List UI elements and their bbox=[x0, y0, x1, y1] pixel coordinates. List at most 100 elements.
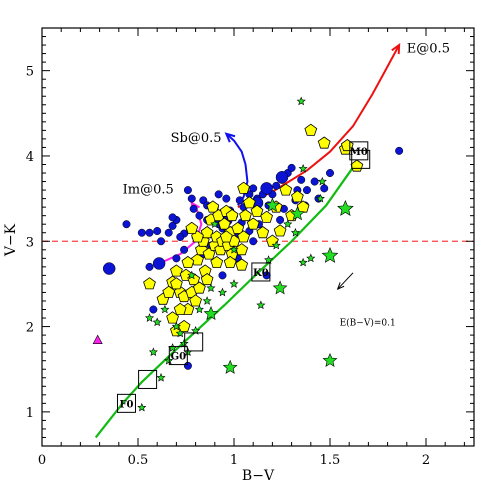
y-tick-label: 2 bbox=[26, 321, 34, 336]
track-label-2: Im@0.5 bbox=[123, 182, 174, 197]
blue-circle-point bbox=[195, 211, 204, 220]
yellow-pentagon-point bbox=[246, 217, 260, 230]
yellow-pentagon-point bbox=[170, 264, 183, 277]
spectral-type-box bbox=[351, 149, 371, 169]
green-star-point bbox=[256, 300, 266, 310]
blue-circle-point bbox=[276, 215, 285, 224]
green-star-point bbox=[156, 373, 166, 382]
track-line-1 bbox=[225, 133, 249, 206]
y-tick-label: 5 bbox=[26, 65, 34, 80]
yellow-pentagon-point bbox=[219, 230, 233, 243]
green-star-point bbox=[283, 219, 293, 229]
green-star-point bbox=[144, 313, 155, 322]
yellow-pentagon-point bbox=[250, 204, 264, 217]
blue-circle-point bbox=[183, 361, 192, 370]
spectral-type-box bbox=[138, 369, 158, 389]
spectral-type-label: F0 bbox=[119, 399, 133, 410]
main-sequence-layer bbox=[94, 161, 358, 439]
green-star-point bbox=[289, 206, 305, 221]
y-tick-label: 4 bbox=[26, 150, 34, 165]
yellow-pentagon-point bbox=[185, 221, 199, 234]
green-star-point bbox=[298, 257, 308, 267]
green-star-point bbox=[306, 253, 316, 263]
green-star-point bbox=[296, 96, 306, 106]
green-star-point bbox=[175, 328, 185, 338]
blue-large-circle-point bbox=[275, 171, 289, 184]
track-line-0 bbox=[237, 44, 400, 209]
blue-circle-point bbox=[122, 220, 131, 229]
green-star-point bbox=[264, 255, 274, 264]
yellow-pentagon-point bbox=[279, 183, 293, 196]
blue-circle-point bbox=[249, 184, 258, 193]
yellow-pentagon-point bbox=[200, 273, 214, 286]
x-tick-label: 0 bbox=[38, 453, 46, 468]
blue-circle-point bbox=[302, 186, 311, 195]
points-layer bbox=[92, 96, 404, 412]
green-star-point bbox=[210, 219, 220, 229]
blue-circle-point bbox=[137, 228, 146, 237]
green-star-point bbox=[222, 359, 238, 374]
blue-circle-point bbox=[287, 163, 296, 172]
green-star-point bbox=[203, 306, 219, 321]
blue-large-circle-point bbox=[260, 182, 273, 195]
yellow-pentagon-point bbox=[237, 230, 250, 243]
reddening-vector-line bbox=[337, 272, 354, 290]
yellow-pentagon-point bbox=[304, 123, 318, 136]
blue-circle-point bbox=[180, 245, 189, 254]
blue-circle-point bbox=[187, 194, 196, 203]
spectral-type-label: G0 bbox=[171, 352, 187, 363]
track-label-0: E@0.5 bbox=[407, 42, 450, 57]
blue-circle-point bbox=[297, 175, 306, 184]
green-star-point bbox=[217, 287, 228, 297]
blue-circle-point bbox=[235, 196, 244, 205]
yellow-pentagon-point bbox=[200, 226, 214, 239]
green-star-point bbox=[322, 352, 338, 368]
y-tick-label: 1 bbox=[26, 406, 34, 421]
yellow-pentagon-point bbox=[243, 196, 256, 209]
blue-circle-point bbox=[168, 221, 177, 230]
magenta-triangle-point bbox=[92, 334, 103, 345]
yellow-pentagon-point bbox=[166, 311, 179, 324]
yellow-pentagon-point bbox=[273, 224, 287, 237]
yellow-pentagon-point bbox=[177, 319, 191, 333]
yellow-pentagon-point bbox=[231, 221, 245, 234]
yellow-pentagon-point bbox=[237, 181, 250, 194]
yellow-pentagon-point bbox=[239, 209, 252, 222]
yellow-pentagon-point bbox=[260, 210, 273, 223]
green-star-point bbox=[264, 197, 280, 212]
blue-circle-point bbox=[145, 262, 154, 271]
blue-circle-point bbox=[168, 213, 177, 222]
x-axis-label: B−V bbox=[242, 468, 275, 484]
yellow-pentagon-point bbox=[189, 294, 202, 307]
green-star-point bbox=[171, 321, 181, 331]
blue-circle-point bbox=[222, 194, 231, 203]
x-tick-label: 0.5 bbox=[128, 453, 149, 468]
track-arrowhead-0 bbox=[391, 43, 401, 55]
blue-circle-point bbox=[183, 186, 192, 195]
annotation-layer: E(B−V)=0.1 bbox=[336, 272, 396, 328]
spectral-type-box bbox=[168, 346, 188, 366]
blue-circle-point bbox=[189, 204, 198, 213]
spectral-type-label: M0 bbox=[350, 147, 368, 158]
blue-circle-point bbox=[172, 254, 181, 263]
yellow-pentagon-point bbox=[210, 255, 224, 269]
blue-circle-point bbox=[310, 177, 319, 186]
blue-circle-point bbox=[153, 227, 162, 236]
yellow-pentagon-point bbox=[235, 243, 249, 256]
green-star-point bbox=[179, 338, 189, 348]
blue-circle-point bbox=[272, 181, 281, 190]
yellow-pentagon-point bbox=[162, 285, 176, 298]
y-axis-label: V−K bbox=[3, 223, 19, 257]
yellow-pentagon-point bbox=[225, 209, 239, 222]
blue-large-circle-point bbox=[102, 262, 116, 275]
blue-circle-point bbox=[249, 237, 258, 246]
yellow-pentagon-point bbox=[350, 159, 364, 172]
blue-circle-point bbox=[218, 271, 227, 280]
yellow-pentagon-point bbox=[317, 136, 331, 149]
yellow-pentagon-point bbox=[143, 277, 156, 290]
blue-large-circle-point bbox=[152, 257, 166, 270]
blue-circle-point bbox=[157, 237, 166, 246]
main-sequence-line bbox=[94, 161, 358, 439]
reddening-vector-label: E(B−V)=0.1 bbox=[340, 317, 396, 328]
